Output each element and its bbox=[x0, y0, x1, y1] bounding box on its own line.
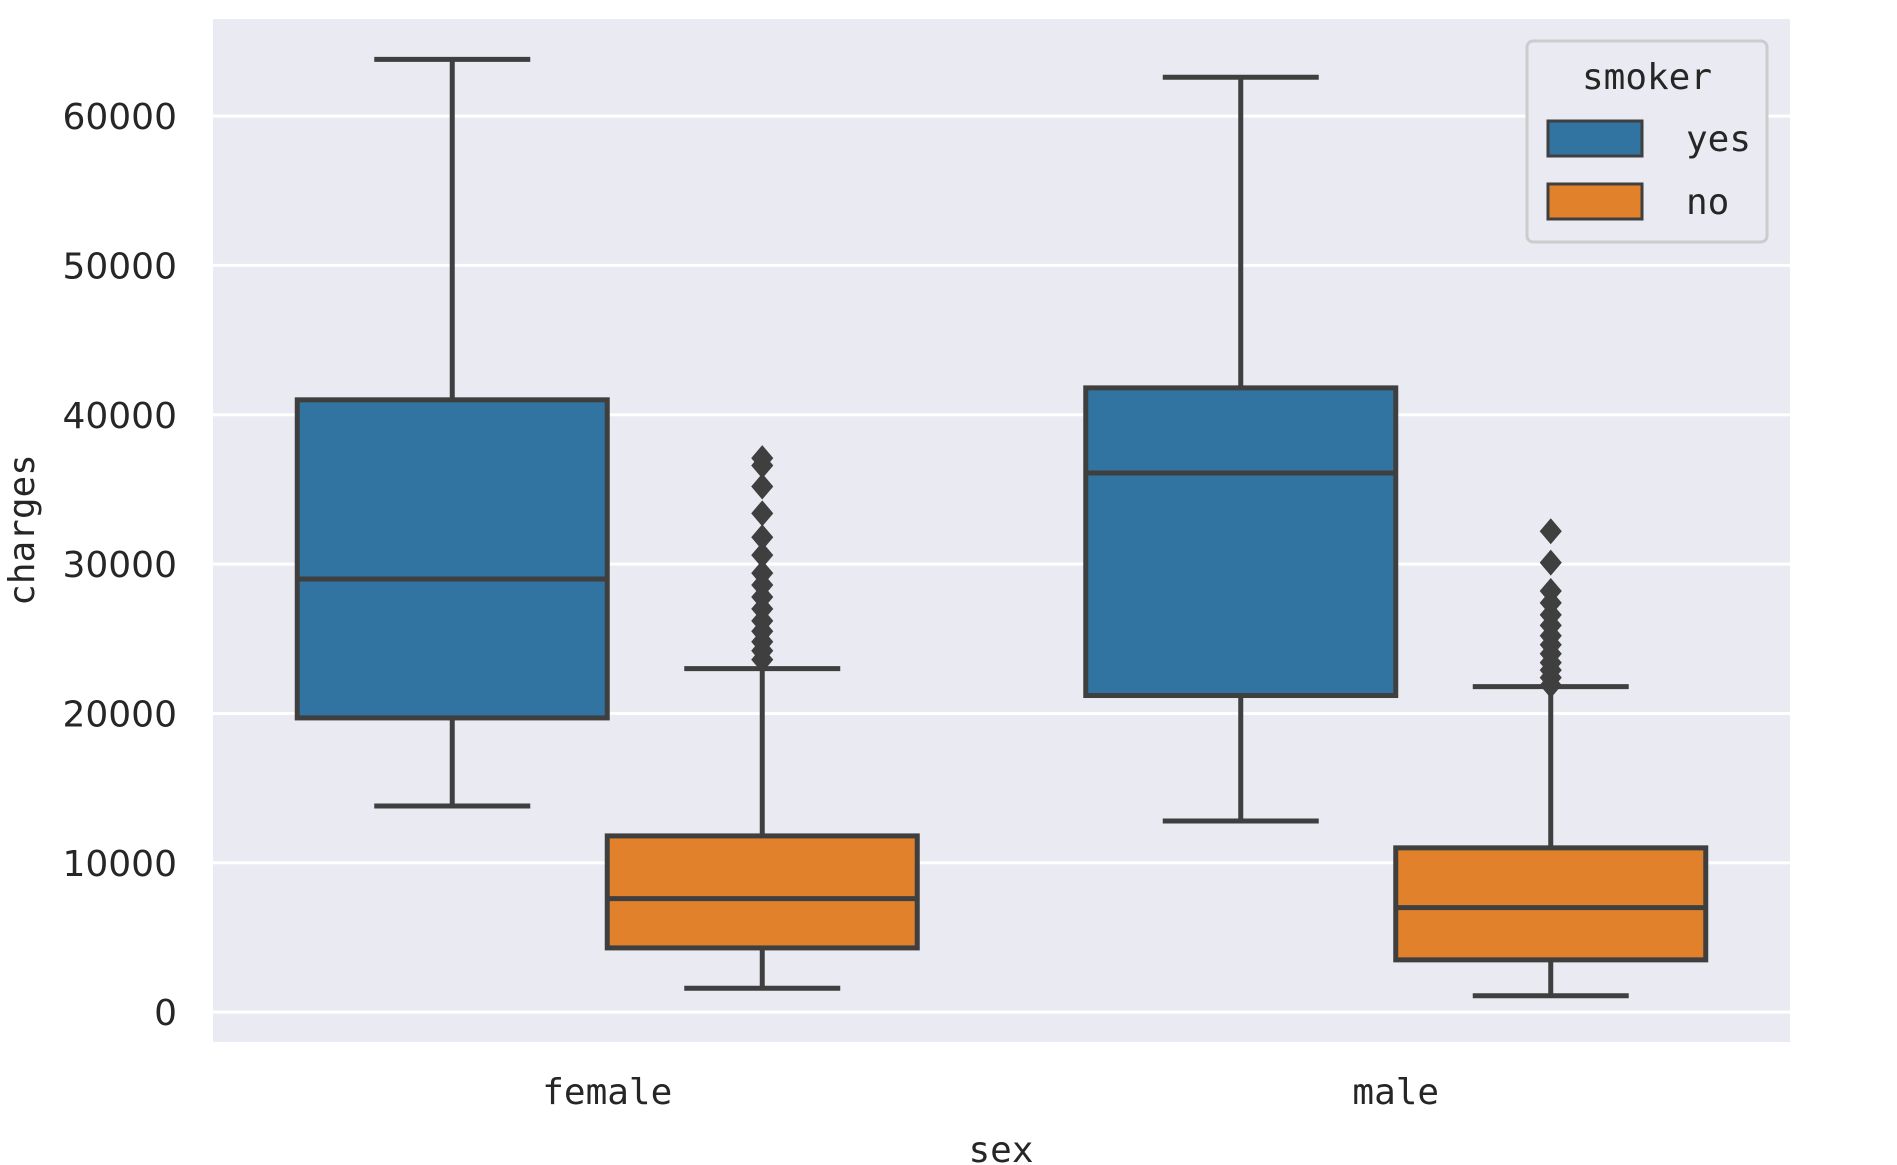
y-tick-label: 10000 bbox=[62, 844, 177, 885]
outlier-point bbox=[751, 500, 774, 527]
box-body bbox=[294, 397, 610, 721]
y-tick-label: 0 bbox=[154, 993, 177, 1034]
box-body bbox=[1083, 385, 1399, 699]
boxes bbox=[294, 56, 1709, 999]
box-body bbox=[1393, 845, 1709, 963]
y-tick-label: 50000 bbox=[62, 246, 177, 287]
outlier-point bbox=[751, 524, 774, 551]
box-body bbox=[604, 833, 920, 951]
legend: smoker yes no bbox=[1525, 39, 1769, 244]
legend-swatch bbox=[1546, 182, 1644, 221]
y-tick-label: 40000 bbox=[62, 396, 177, 437]
outlier-point bbox=[751, 445, 774, 472]
outlier-point bbox=[1539, 577, 1562, 604]
x-tick-label: female bbox=[542, 1072, 672, 1113]
x-axis-title: sex bbox=[968, 1130, 1033, 1165]
legend-swatch bbox=[1546, 119, 1644, 158]
outlier-point bbox=[1539, 549, 1562, 576]
outlier-point bbox=[751, 560, 774, 587]
outlier-point bbox=[751, 473, 774, 500]
legend-label: no bbox=[1686, 182, 1729, 223]
y-axis-title: charges bbox=[2, 454, 43, 606]
x-tick-label: male bbox=[1352, 1072, 1439, 1113]
box-yes-male bbox=[1083, 74, 1399, 824]
box-no-male bbox=[1393, 518, 1709, 999]
y-tick-labels: 0 10000 20000 30000 40000 50000 60000 bbox=[62, 97, 177, 1034]
legend-title: smoker bbox=[1582, 57, 1712, 98]
legend-items: yes no bbox=[1546, 119, 1751, 223]
y-tick-label: 30000 bbox=[62, 545, 177, 586]
x-tick-labels: female male bbox=[542, 1072, 1439, 1113]
y-tick-label: 20000 bbox=[62, 694, 177, 735]
outlier-point bbox=[751, 542, 774, 569]
legend-label: yes bbox=[1686, 119, 1751, 160]
y-tick-label: 60000 bbox=[62, 97, 177, 138]
outlier-point bbox=[1539, 518, 1562, 545]
box-no-female bbox=[604, 445, 920, 991]
box-yes-female bbox=[294, 56, 610, 809]
